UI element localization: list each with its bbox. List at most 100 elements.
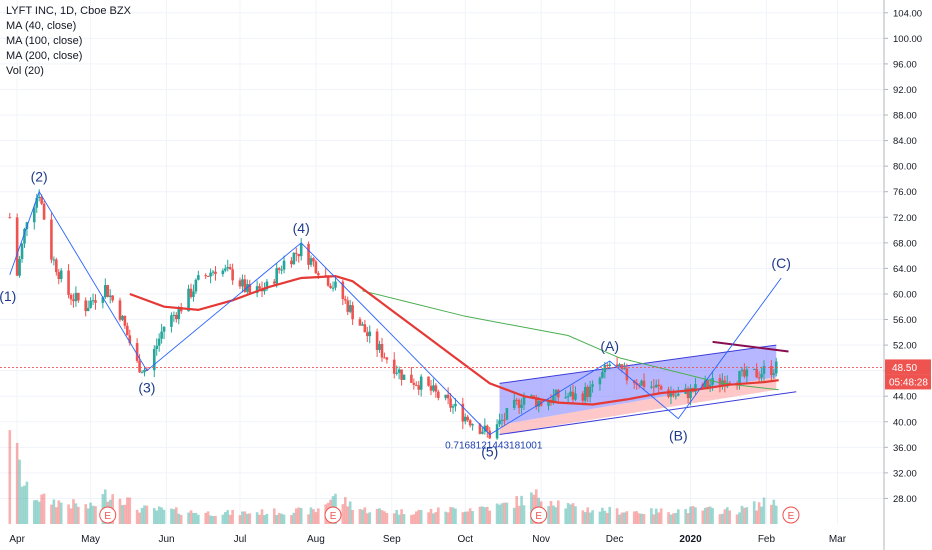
candle-body bbox=[108, 295, 112, 297]
candle-body bbox=[282, 260, 286, 270]
candle-body bbox=[20, 243, 24, 260]
earnings-marker-label: E bbox=[535, 511, 542, 522]
candle-body bbox=[170, 315, 173, 327]
chart-legend: LYFT INC, 1D, Cboe BZX MA (40, close) MA… bbox=[6, 4, 131, 79]
volume-bar bbox=[241, 511, 244, 524]
volume-bar bbox=[299, 507, 303, 524]
y-tick-label: 72.00 bbox=[893, 213, 917, 224]
candle-body bbox=[547, 401, 550, 406]
volume-bar bbox=[466, 511, 470, 524]
volume-bar bbox=[246, 513, 249, 524]
candle-body bbox=[309, 258, 313, 265]
candle-body bbox=[15, 217, 19, 276]
earnings-marker-icon bbox=[99, 506, 117, 524]
volume-bar bbox=[155, 510, 159, 524]
y-tick-label: 84.00 bbox=[893, 136, 917, 147]
volume-bar bbox=[412, 514, 416, 524]
legend-ma100[interactable]: MA (100, close) bbox=[6, 35, 83, 47]
candle-body bbox=[412, 382, 416, 385]
volume-bar bbox=[260, 509, 264, 524]
price-candles bbox=[8, 189, 778, 440]
earnings-marker-icon bbox=[324, 506, 342, 524]
volume-bar bbox=[478, 506, 482, 524]
candle-body bbox=[566, 396, 570, 398]
candle-body bbox=[515, 399, 518, 401]
candle-body bbox=[238, 280, 242, 287]
candle-body bbox=[162, 326, 166, 332]
legend-ma40[interactable]: MA (40, close) bbox=[6, 20, 77, 32]
candle-body bbox=[277, 268, 281, 270]
candle-body bbox=[194, 279, 198, 292]
candle-body bbox=[40, 196, 43, 204]
volume-bar bbox=[380, 510, 384, 524]
candle-body bbox=[498, 420, 501, 425]
wave-label: (A) bbox=[600, 338, 619, 354]
candle-body bbox=[126, 325, 129, 336]
volume-bar bbox=[214, 516, 217, 524]
volume-bar bbox=[434, 512, 438, 524]
volume-bar bbox=[522, 505, 526, 524]
volume-bar bbox=[451, 507, 455, 524]
volume-bar bbox=[138, 512, 141, 524]
volume-bar bbox=[454, 508, 457, 524]
candle-body bbox=[123, 315, 127, 326]
volume-bar bbox=[8, 430, 12, 524]
volume-bar bbox=[598, 511, 602, 524]
volume-bar bbox=[368, 512, 372, 524]
candle-body bbox=[461, 403, 465, 422]
volume-bar bbox=[172, 509, 176, 524]
volume-bar bbox=[35, 499, 39, 524]
channel-lower-line bbox=[499, 391, 797, 436]
wave-label: (4) bbox=[293, 220, 310, 236]
volume-bar bbox=[745, 507, 749, 524]
volume-bar bbox=[503, 502, 506, 524]
volume-bar bbox=[312, 509, 315, 524]
volume-bar bbox=[410, 515, 413, 524]
candle-body bbox=[314, 261, 318, 274]
channel-lower-zone bbox=[499, 377, 777, 435]
volume-bar bbox=[583, 512, 587, 524]
volume-bar bbox=[620, 512, 624, 524]
volume-bar bbox=[446, 512, 450, 524]
volume-bar bbox=[263, 515, 266, 524]
volume-bar bbox=[686, 513, 690, 524]
volume-bar bbox=[375, 508, 379, 524]
candle-body bbox=[343, 299, 347, 301]
volume-bar bbox=[652, 514, 656, 524]
volume-bar bbox=[221, 514, 225, 524]
volume-bar bbox=[248, 513, 252, 524]
candle-body bbox=[530, 395, 533, 397]
volume-bar bbox=[774, 505, 778, 524]
candle-body bbox=[35, 198, 39, 208]
candle-body bbox=[738, 371, 741, 385]
y-tick-label: 76.00 bbox=[893, 187, 917, 198]
volume-bar bbox=[603, 510, 607, 524]
candle-body bbox=[569, 391, 572, 397]
candle-body bbox=[243, 279, 247, 292]
candle-body bbox=[444, 394, 447, 398]
elliott-wave-lines: (1) (2) (3) (4) (5) (A) (B) (C) 0.71681214431810… bbox=[0, 169, 791, 460]
volume-bar bbox=[341, 504, 345, 524]
candle-body bbox=[446, 394, 450, 399]
legend-ma200[interactable]: MA (200, close) bbox=[6, 50, 83, 62]
volume-bar bbox=[762, 497, 766, 524]
candle-body bbox=[463, 416, 467, 422]
candle-body bbox=[246, 284, 249, 292]
candle-body bbox=[652, 386, 656, 388]
volume-bar bbox=[591, 510, 594, 524]
volume-bar bbox=[740, 505, 744, 524]
legend-volume[interactable]: Vol (20) bbox=[6, 65, 44, 77]
volume-bar bbox=[351, 510, 354, 524]
volume-bar bbox=[157, 506, 161, 524]
volume-bar bbox=[170, 508, 173, 524]
candle-body bbox=[434, 385, 438, 392]
volume-bar bbox=[757, 502, 761, 524]
volume-bar bbox=[659, 508, 663, 524]
volume-bar bbox=[728, 510, 732, 524]
volume-bar bbox=[427, 512, 430, 524]
volume-bar bbox=[554, 507, 558, 524]
candle-body bbox=[743, 369, 746, 377]
candle-body bbox=[280, 269, 283, 271]
volume-bar bbox=[290, 515, 293, 524]
